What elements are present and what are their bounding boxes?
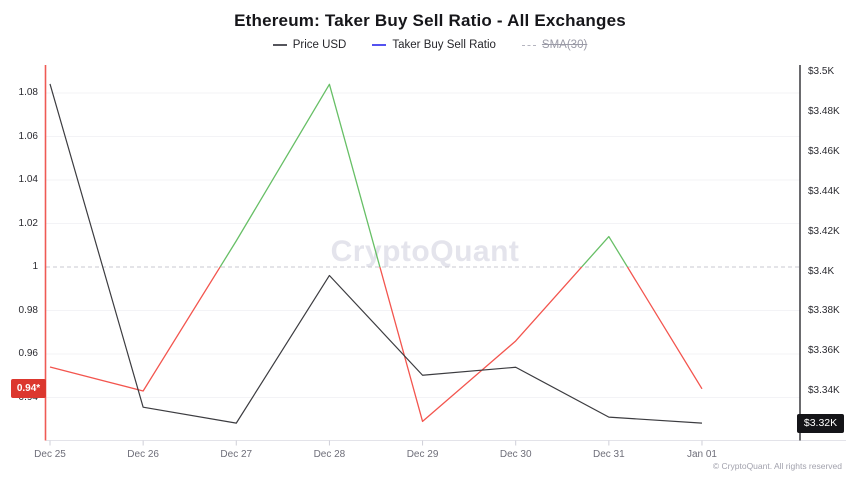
x-axis-tick-label: Dec 30: [499, 449, 532, 460]
x-axis-tick-label: Dec 26: [127, 449, 159, 460]
y-axis-right-tick-label: $3.44K: [808, 185, 840, 197]
y-axis-right-tick-label: $3.36K: [808, 345, 840, 357]
legend-item-price-usd[interactable]: Price USD: [272, 39, 347, 51]
legend-label-sma30: SMA(30): [541, 39, 588, 51]
y-axis-right-tick-label: $3.4K: [808, 265, 835, 277]
legend-label-price-usd: Price USD: [292, 39, 347, 51]
y-axis-right-tick-label: $3.46K: [808, 145, 840, 157]
legend-item-sma30[interactable]: SMA(30): [521, 39, 588, 51]
sma30-line-swatch-icon: [521, 44, 536, 46]
page-title: Ethereum: Taker Buy Sell Ratio - All Exc…: [234, 11, 626, 30]
y-axis-left-tick-label: 1.06: [18, 130, 38, 142]
y-axis-left-tick-label: 1.02: [18, 217, 38, 229]
x-axis-tick-label: Dec 28: [313, 449, 346, 460]
cryptoquant-watermark: CryptoQuant: [330, 235, 520, 268]
x-axis-tick-label: Dec 25: [34, 449, 66, 460]
y-axis-left-tick-label: 1: [32, 261, 38, 272]
x-axis-tick-label: Dec 31: [592, 449, 625, 460]
price-last-value-badge: $3.32K: [797, 413, 844, 433]
x-axis-tick-label: Dec 27: [220, 449, 253, 460]
y-axis-left-tick-label: 1.04: [18, 174, 38, 185]
copyright-notice: © CryptoQuant. All rights reserved: [712, 461, 842, 471]
y-axis-right-tick-label: $3.34K: [808, 385, 840, 397]
y-axis-right-tick-label: $3.5K: [808, 66, 835, 77]
y-axis-left-tick-label: 1.08: [18, 87, 38, 98]
x-axis-tick-label: Jan 01: [686, 449, 717, 460]
y-axis-right-tick-label: $3.48K: [808, 105, 840, 117]
ratio-last-value-badge: 0.94*: [11, 379, 46, 399]
y-axis-right-tick-label: $3.42K: [808, 225, 840, 237]
legend-item-taker-ratio[interactable]: Taker Buy Sell Ratio: [372, 39, 496, 51]
y-axis-left-tick-label: 0.96: [18, 348, 38, 359]
x-axis-tick-label: Dec 29: [406, 449, 439, 460]
price-line-swatch-icon: [272, 44, 287, 46]
y-axis-right-tick-label: $3.38K: [808, 305, 840, 317]
y-axis-left-tick-label: 0.98: [18, 304, 38, 316]
chart-legend: Price USD Taker Buy Sell Ratio SMA(30): [0, 39, 860, 51]
taker-ratio-line-swatch-icon: [372, 44, 387, 46]
legend-label-taker-ratio: Taker Buy Sell Ratio: [392, 39, 496, 51]
